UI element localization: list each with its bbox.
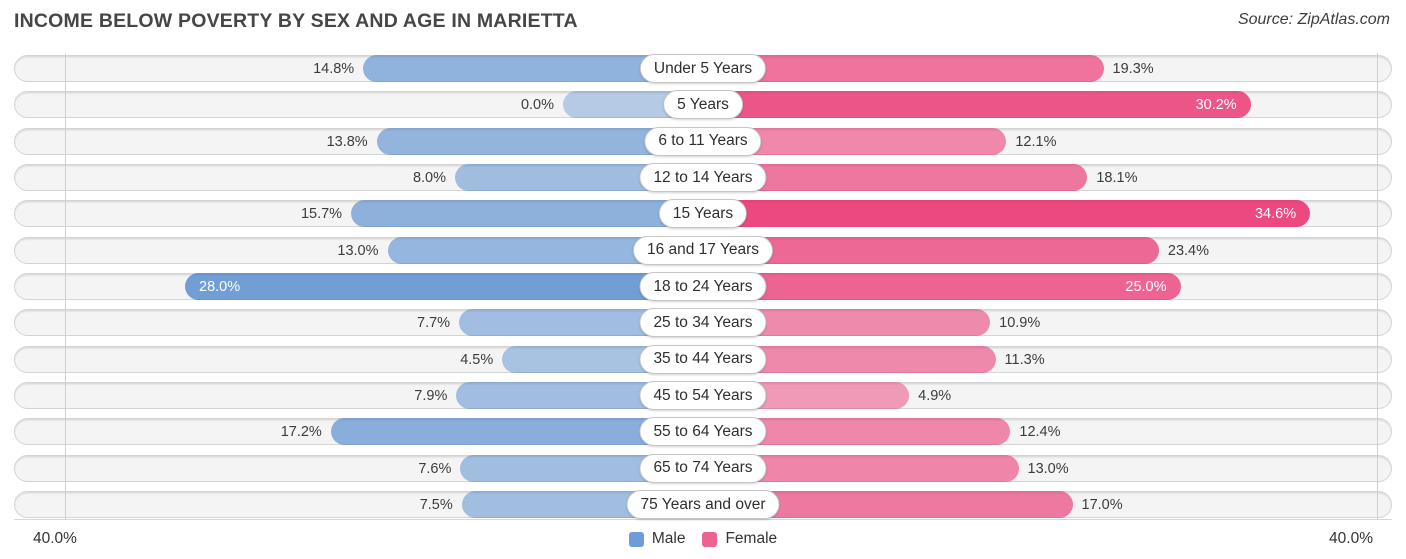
female-bar [703, 55, 1104, 82]
male-value-label: 28.0% [199, 279, 241, 296]
source-credit: Source: ZipAtlas.com [1237, 11, 1390, 28]
male-value-label: 7.7% [417, 315, 451, 332]
female-value-label: 23.4% [1167, 242, 1210, 259]
chart-row: 17.2% 12.4% 55 to 64 Years [14, 417, 1392, 447]
chart-row: 7.9% 4.9% 45 to 54 Years [14, 381, 1392, 411]
male-value-label: 17.2% [280, 424, 322, 441]
male-bar [351, 200, 703, 228]
legend-label: Female [725, 530, 778, 547]
female-bar [703, 273, 1181, 301]
x-axis-left-tick: 40.0% [33, 530, 77, 547]
age-group-label: 45 to 54 Years [639, 381, 767, 411]
age-group-label: Under 5 Years [639, 54, 767, 83]
male-value-label: 14.8% [313, 61, 355, 77]
chart-row: 13.8% 12.1% 6 to 11 Years [14, 126, 1392, 156]
male-value-label: 13.0% [337, 242, 379, 259]
chart-row: 7.7% 10.9% 25 to 34 Years [14, 308, 1392, 338]
male-value-label: 7.9% [414, 388, 448, 405]
female-value-label: 13.0% [1027, 460, 1069, 477]
male-bar [185, 273, 703, 301]
female-bar [703, 200, 1311, 228]
male-value-label: 15.7% [300, 206, 343, 223]
female-value-label: 18.1% [1096, 170, 1138, 187]
chart-row: 28.0% 25.0% 18 to 24 Years [14, 272, 1392, 302]
female-value-label: 12.1% [1015, 133, 1057, 150]
male-value-label: 8.0% [412, 170, 446, 187]
female-bar [703, 91, 1251, 119]
male-value-label: 0.0% [520, 97, 554, 114]
female-value-label: 30.2% [1195, 97, 1237, 114]
female-value-label: 17.0% [1081, 497, 1123, 514]
female-value-label: 19.3% [1112, 61, 1154, 77]
male-swatch-icon [628, 531, 644, 547]
chart-row: 7.5% 17.0% 75 Years and over [14, 490, 1392, 520]
female-value-label: 4.9% [918, 388, 952, 405]
male-value-label: 7.5% [419, 497, 453, 514]
chart-row: 14.8% 19.3% Under 5 Years [14, 54, 1392, 83]
legend-item-male: Male [628, 530, 686, 548]
age-group-label: 5 Years [663, 90, 743, 120]
x-axis-right-tick: 40.0% [1329, 530, 1373, 547]
male-value-label: 4.5% [460, 351, 494, 368]
age-group-label: 65 to 74 Years [639, 453, 767, 483]
legend: Male Female [0, 530, 1406, 548]
age-group-label: 18 to 24 Years [639, 272, 767, 302]
age-group-label: 15 Years [658, 199, 748, 229]
age-group-label: 6 to 11 Years [644, 126, 762, 156]
male-value-label: 7.6% [418, 460, 452, 477]
chart-row: 8.0% 18.1% 12 to 14 Years [14, 163, 1392, 193]
age-group-label: 25 to 34 Years [639, 308, 767, 338]
female-value-label: 25.0% [1125, 279, 1167, 296]
plot-bottom-rule [14, 519, 1392, 520]
female-value-label: 10.9% [999, 315, 1041, 332]
chart-row: 4.5% 11.3% 35 to 44 Years [14, 344, 1392, 374]
female-bar [703, 236, 1159, 264]
page-title: INCOME BELOW POVERTY BY SEX AND AGE IN M… [14, 10, 578, 32]
plot-area: 14.8% 19.3% Under 5 Years 0.0% 30.2% 5 Years 1… [14, 53, 1392, 521]
female-value-label: 34.6% [1254, 206, 1297, 223]
legend-item-female: Female [702, 530, 777, 548]
chart-row: 7.6% 13.0% 65 to 74 Years [14, 453, 1392, 483]
female-swatch-icon [702, 531, 718, 547]
age-group-label: 75 Years and over [626, 490, 780, 520]
age-group-label: 35 to 44 Years [639, 344, 767, 374]
right-axis-gridline [1377, 53, 1378, 521]
age-group-label: 12 to 14 Years [639, 163, 767, 193]
female-value-label: 11.3% [1004, 351, 1045, 368]
chart-row: 13.0% 23.4% 16 and 17 Years [14, 235, 1392, 265]
legend-label: Male [651, 530, 686, 547]
age-group-label: 16 and 17 Years [632, 235, 774, 265]
left-axis-gridline [65, 53, 66, 521]
age-group-label: 55 to 64 Years [639, 417, 767, 447]
chart-row: 15.7% 34.6% 15 Years [14, 199, 1392, 229]
male-value-label: 13.8% [326, 133, 368, 150]
female-bar [703, 164, 1088, 192]
female-value-label: 12.4% [1019, 424, 1061, 441]
chart-row: 0.0% 30.2% 5 Years [14, 90, 1392, 120]
